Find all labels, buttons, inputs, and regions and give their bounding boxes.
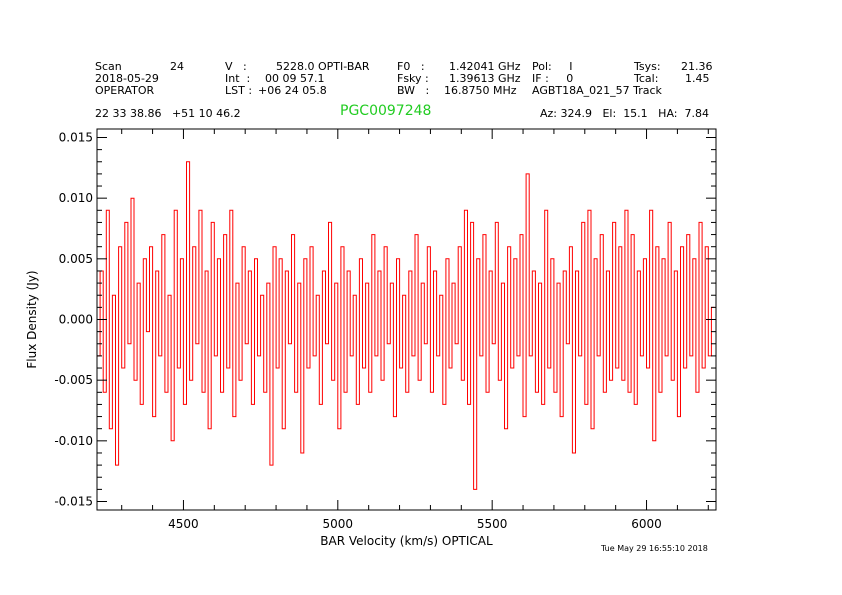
header-operator: OPERATOR [95,84,155,97]
y-tick-label: -0.010 [54,434,93,448]
header-tsys-label: Tsys: [634,60,661,73]
x-tick-label: 5000 [323,517,354,531]
header-bw-value: 16.8750 MHz [444,84,517,97]
y-tick-label: -0.005 [54,373,93,387]
y-axis-ticks: 0.015 0.010 0.005 0.000 -0.005 -0.010 -0.015 [54,130,716,509]
header-lst-label: LST : [225,84,253,97]
header-f0-value: 1.42041 GHz [449,60,521,73]
header-pol: Pol: I [532,60,573,73]
header-velocity-value: 5228.0 OPTI-BAR [276,60,370,73]
x-axis-label: BAR Velocity (km/s) OPTICAL [320,534,493,548]
timestamp: Tue May 29 16:55:10 2018 [601,544,708,553]
spectrum-line [97,161,715,490]
header-scan-label: Scan [95,60,122,73]
header-int-label: Int : [225,72,251,85]
y-tick-label: -0.015 [54,495,93,509]
y-tick-label: 0.010 [59,191,93,205]
y-tick-label: 0.005 [59,252,93,266]
header-bw-label: BW : [397,84,430,97]
header-coordinates: 22 33 38.86 +51 10 46.2 [95,107,241,120]
header-lst-value: +06 24 05.8 [258,84,327,97]
header-fsky-value: 1.39613 GHz [449,72,521,85]
x-tick-label: 5500 [477,517,508,531]
x-axis-ticks: 4500 5000 5500 6000 [121,129,709,531]
header-int-value: 00 09 57.1 [265,72,325,85]
y-axis-label: Flux Density (Jy) [25,270,39,368]
header-project-track: AGBT18A_021_57 Track [532,84,662,97]
header-az-el-ha: Az: 324.9 El: 15.1 HA: 7.84 [540,107,709,120]
header-fsky-label: Fsky : [397,72,429,85]
header-velocity-label: V : [225,60,247,73]
header-date: 2018-05-29 [95,72,159,85]
x-tick-label: 6000 [631,517,662,531]
spectrum-trace-layer [97,161,715,490]
header-if: IF : 0 [532,72,574,85]
header-tcal-label: Tcal: [634,72,659,85]
y-tick-label: 0.015 [59,130,93,144]
y-tick-label: 0.000 [59,313,93,327]
header-tsys-value: 21.36 [681,60,713,73]
header-scan-number: 24 [170,60,184,73]
x-tick-label: 4500 [168,517,199,531]
source-name: PGC0097248 [340,103,432,119]
header-f0-label: F0 : [397,60,425,73]
header-tcal-value: 1.45 [685,72,710,85]
